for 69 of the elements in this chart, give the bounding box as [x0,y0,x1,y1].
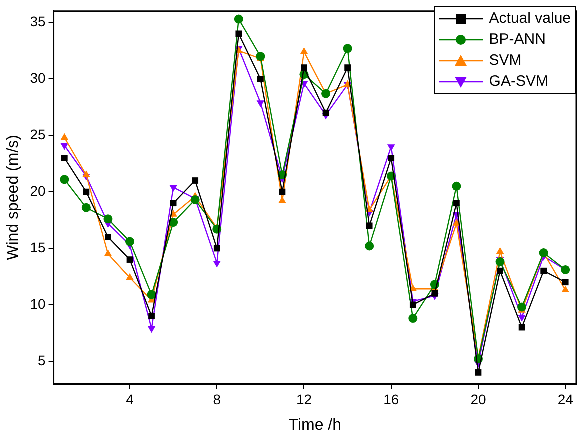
point [234,14,244,24]
point [518,302,527,312]
point [126,273,134,280]
legend-label: SVM [489,52,522,69]
point [105,234,112,240]
point [192,178,199,184]
point [452,182,462,191]
y-tick-label: 20 [30,182,46,199]
point [432,290,438,297]
y-tick-label: 35 [30,14,46,30]
point [148,313,155,320]
point [148,326,156,334]
x-tick-label: 24 [558,391,574,408]
point [60,144,69,150]
x-tick-label: 12 [296,391,312,408]
point [561,265,570,274]
y-tick-label: 30 [30,70,46,86]
legend-label: BP-ANN [489,31,546,48]
point [365,242,374,251]
point [562,286,570,293]
point [540,268,548,274]
point [170,185,178,192]
y-tick-label: 25 [30,126,46,142]
y-tick-label: 10 [30,296,46,312]
point [562,279,569,286]
legend-label: Actual value [489,10,571,27]
point [410,302,416,308]
point [82,170,90,178]
point [496,258,505,267]
point [366,222,373,230]
x-tick-label: 16 [384,391,400,408]
point [344,64,351,72]
point [126,256,134,263]
point [518,315,526,322]
point [300,48,308,54]
legend-label: GA-SVM [489,73,548,90]
point [147,290,156,300]
y-axis-title: Wind speed (m/s) [5,135,22,260]
point [214,245,220,252]
point [343,44,352,54]
point [278,196,286,204]
point [301,64,308,72]
point [82,203,91,212]
point [61,155,68,162]
point [408,314,418,324]
point [104,214,113,224]
point [496,247,504,254]
point [236,30,242,38]
point [454,200,460,207]
x-tick-label: 20 [470,391,486,408]
x-tick-label: 4 [126,391,134,408]
point [388,155,395,162]
point [213,260,222,268]
point [104,250,112,256]
point [387,144,396,152]
point [497,268,504,274]
point [452,219,461,226]
point [539,248,548,258]
point [258,76,264,82]
point [60,133,69,140]
x-axis-title: Time /h [288,416,342,434]
point [170,200,177,207]
point [60,175,70,184]
point [475,370,482,376]
point [256,100,265,108]
y-tick-label: 15 [30,239,46,256]
x-tick-label: 8 [213,391,222,408]
y-tick-label: 5 [38,352,46,368]
point [126,237,135,246]
